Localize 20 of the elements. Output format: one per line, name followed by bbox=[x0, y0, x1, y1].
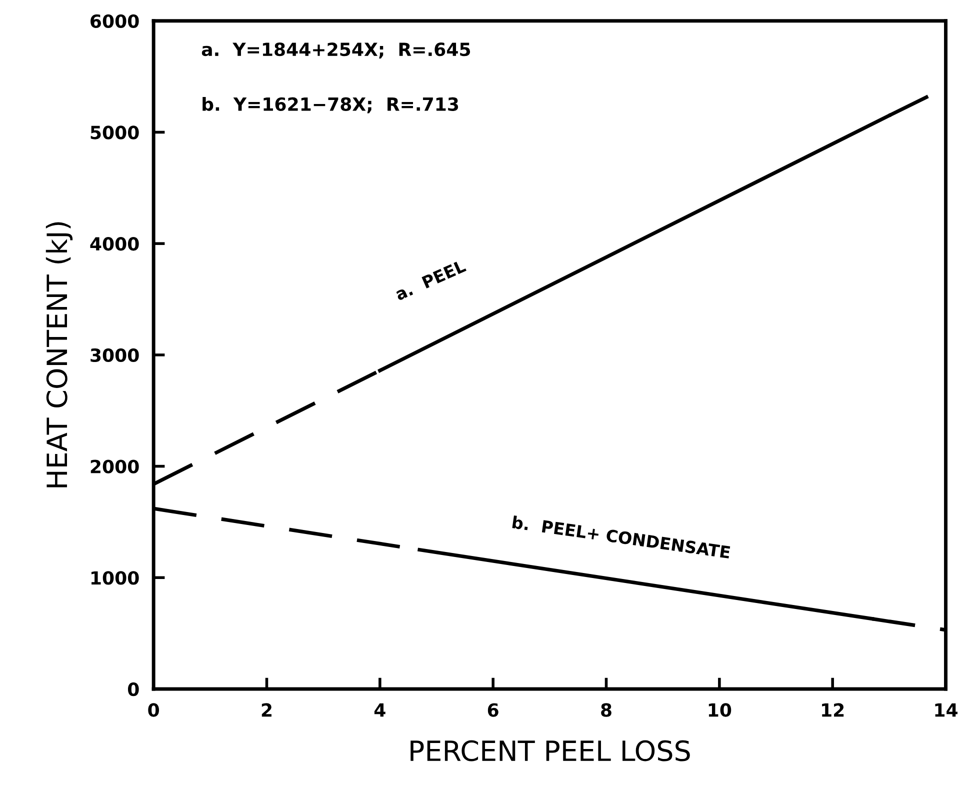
x-tick-label: 14 bbox=[935, 703, 958, 717]
y-tick-label: 5000 bbox=[90, 126, 139, 140]
x-tick-label: 6 bbox=[488, 703, 498, 717]
annotation: a. Y=1844+254X; R=.645 bbox=[202, 42, 470, 58]
x-tick-label: 0 bbox=[148, 703, 159, 717]
y-tick-label: 6000 bbox=[90, 14, 139, 28]
y-tick-label: 1000 bbox=[91, 571, 139, 585]
x-axis-title: PERCENT PEEL LOSS bbox=[410, 740, 690, 762]
y-tick-label: 2000 bbox=[90, 460, 139, 474]
x-tick-label: 4 bbox=[374, 703, 386, 717]
x-tick-label: 10 bbox=[708, 703, 732, 717]
y-axis-title: HEAT CONTENT (kJ) bbox=[46, 222, 73, 488]
annotation: b. Y=1621−78X; R=.713 bbox=[202, 96, 458, 114]
x-tick-label: 2 bbox=[262, 703, 272, 717]
x-tick-label: 12 bbox=[822, 703, 844, 717]
y-tick-label: 3000 bbox=[90, 348, 139, 362]
y-tick-label: 0 bbox=[128, 682, 139, 696]
y-tick-label: 4000 bbox=[90, 237, 139, 251]
x-tick-label: 8 bbox=[601, 703, 612, 717]
annotation: a. PEEL bbox=[394, 260, 467, 301]
